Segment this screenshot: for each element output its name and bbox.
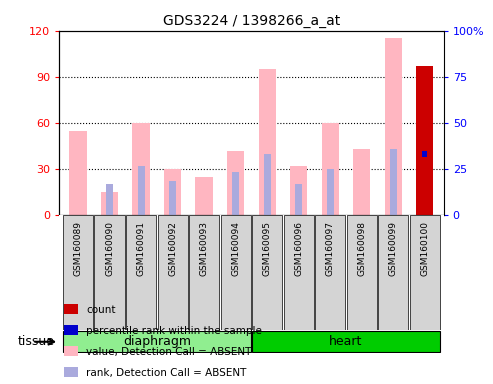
Text: GSM160096: GSM160096 xyxy=(294,221,303,276)
Bar xyxy=(189,215,219,330)
Text: GSM160092: GSM160092 xyxy=(168,221,177,276)
Text: GSM160098: GSM160098 xyxy=(357,221,366,276)
Text: percentile rank within the sample: percentile rank within the sample xyxy=(86,326,262,336)
Text: value, Detection Call = ABSENT: value, Detection Call = ABSENT xyxy=(86,347,251,357)
Bar xyxy=(138,166,144,215)
Text: tissue: tissue xyxy=(17,335,54,348)
Bar xyxy=(416,66,433,215)
Bar xyxy=(410,215,440,330)
Text: rank, Detection Call = ABSENT: rank, Detection Call = ABSENT xyxy=(86,368,246,378)
Bar xyxy=(101,192,118,215)
Text: GSM160093: GSM160093 xyxy=(200,221,209,276)
Bar xyxy=(164,169,181,215)
Bar xyxy=(295,184,302,215)
Bar xyxy=(385,38,402,215)
Bar xyxy=(264,154,271,215)
Bar xyxy=(252,331,440,352)
Bar xyxy=(321,123,339,215)
Text: GSM160089: GSM160089 xyxy=(73,221,82,276)
Bar xyxy=(95,215,125,330)
Bar xyxy=(157,215,188,330)
Bar xyxy=(390,149,397,215)
Bar xyxy=(133,123,150,215)
Bar xyxy=(63,331,251,352)
Bar xyxy=(327,169,334,215)
Text: GSM160094: GSM160094 xyxy=(231,221,240,276)
Bar xyxy=(315,215,346,330)
Text: GSM160091: GSM160091 xyxy=(137,221,145,276)
Bar xyxy=(196,177,213,215)
Text: GSM160095: GSM160095 xyxy=(263,221,272,276)
Bar xyxy=(126,215,156,330)
Text: GSM160090: GSM160090 xyxy=(105,221,114,276)
Bar xyxy=(422,151,427,157)
Bar xyxy=(353,149,370,215)
Bar xyxy=(258,69,276,215)
Bar xyxy=(106,184,113,215)
Bar xyxy=(378,215,408,330)
Bar xyxy=(232,172,239,215)
Bar xyxy=(220,215,251,330)
Text: GSM160100: GSM160100 xyxy=(421,221,429,276)
Bar xyxy=(252,215,282,330)
Bar xyxy=(63,215,93,330)
Text: diaphragm: diaphragm xyxy=(123,335,191,348)
Bar xyxy=(347,215,377,330)
Bar xyxy=(283,215,314,330)
Bar xyxy=(227,151,245,215)
Title: GDS3224 / 1398266_a_at: GDS3224 / 1398266_a_at xyxy=(163,14,340,28)
Text: count: count xyxy=(86,305,116,315)
Text: GSM160099: GSM160099 xyxy=(389,221,398,276)
Text: GSM160097: GSM160097 xyxy=(326,221,335,276)
Bar xyxy=(290,166,307,215)
Text: heart: heart xyxy=(329,335,363,348)
Bar xyxy=(169,181,176,215)
Bar xyxy=(70,131,87,215)
